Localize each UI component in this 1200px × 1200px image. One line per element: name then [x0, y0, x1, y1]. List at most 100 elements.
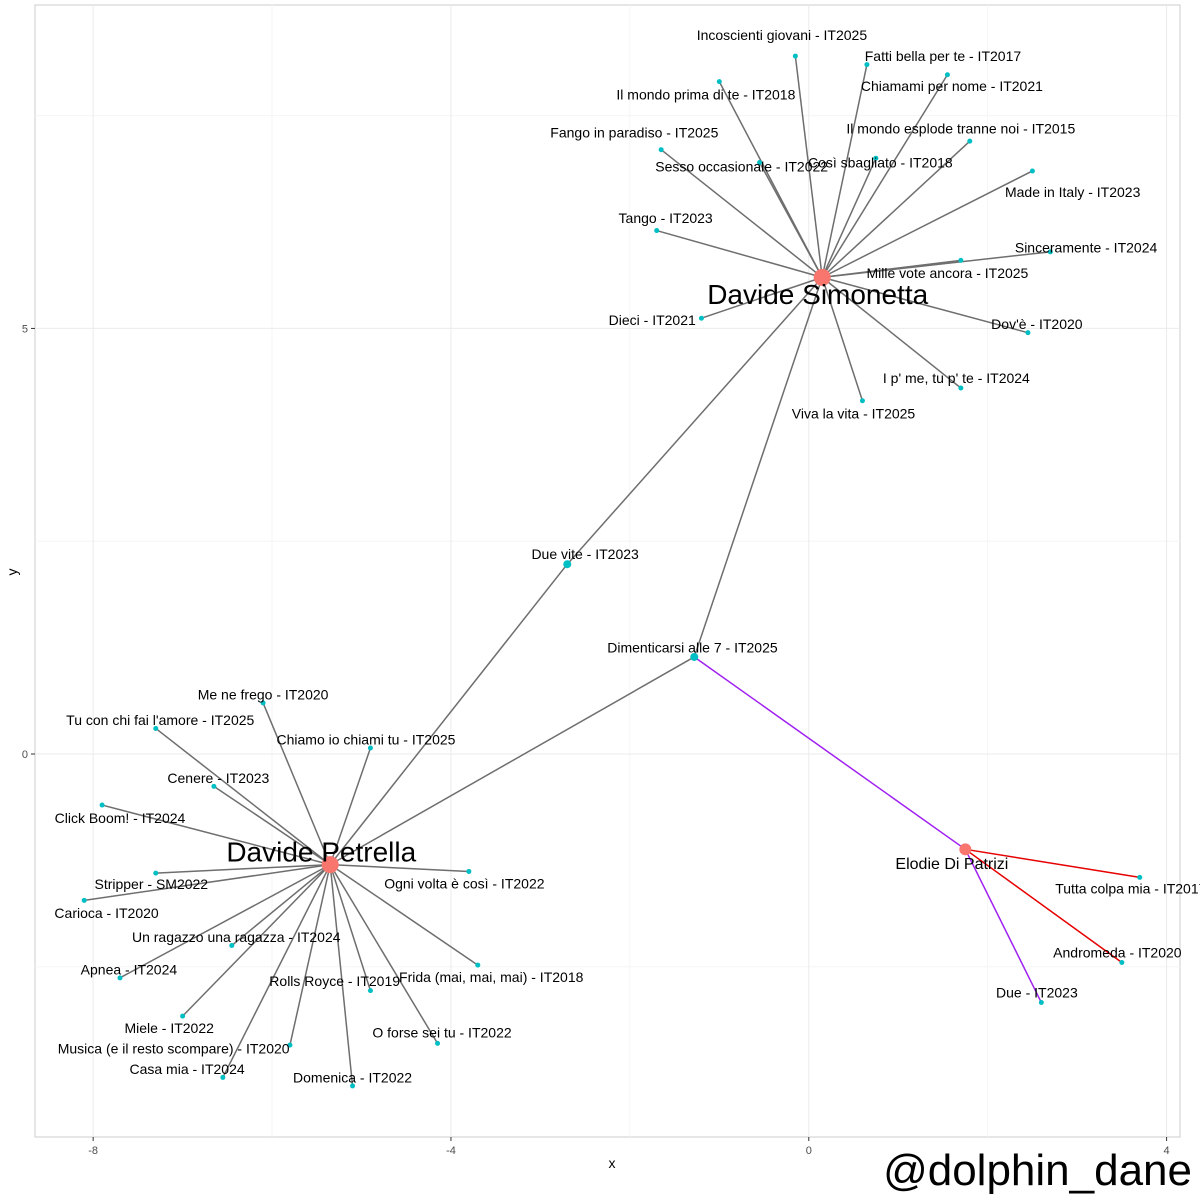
label-s8: Così sbagliato - IT2018 [808, 154, 953, 170]
node-s2 [864, 62, 870, 68]
edge-ds-s4 [821, 74, 949, 278]
node-ds [813, 268, 831, 286]
edge-dp-s21 [329, 747, 372, 865]
x-tick-label: -4 [446, 1145, 456, 1157]
node-s23 [99, 802, 105, 808]
label-s16: Viva la vita - IT2025 [792, 406, 916, 422]
edge-ds-s1 [794, 55, 823, 278]
node-s26 [81, 897, 87, 903]
label-s34: Casa mia - IT2024 [129, 1061, 244, 1077]
axes: -8 -4 0 4 0 5 [22, 323, 1170, 1157]
edge-dp-s24 [330, 863, 469, 873]
edge-ed-s36 [965, 848, 1140, 879]
label-s22: Cenere - IT2023 [167, 770, 269, 786]
node-s1 [792, 53, 798, 59]
edge-ed-s38 [964, 848, 1043, 1003]
edge-dp-s25 [155, 863, 331, 874]
edge-dp-s27 [231, 864, 331, 947]
edge-dp-s32 [289, 864, 331, 1046]
node-s30 [367, 988, 373, 994]
node-s8 [873, 155, 879, 161]
label-s18: Dimenticarsi alle 7 - IT2025 [607, 640, 778, 656]
node-s17 [563, 560, 572, 569]
label-s13: Dieci - IT2021 [609, 312, 696, 328]
edge-ds-s17 [566, 276, 823, 565]
edge-dp-s30 [329, 864, 372, 991]
label-s2: Fatti bella per te - IT2017 [865, 48, 1022, 64]
node-s7 [757, 159, 763, 165]
edge-ds-s13 [701, 276, 823, 319]
edge-dp-s19 [262, 702, 331, 865]
node-s4 [944, 72, 950, 78]
label-s23: Click Boom! - IT2024 [55, 810, 186, 826]
watermark: @dolphin_dane [883, 1146, 1192, 1195]
label-s10: Tango - IT2023 [619, 210, 713, 226]
edge-dp-s28 [119, 863, 331, 979]
node-s16 [859, 398, 865, 404]
node-s14 [1025, 330, 1031, 336]
node-s20 [153, 725, 159, 731]
label-ed: Elodie Di Patrizi [895, 856, 1008, 873]
label-s37: Andromeda - IT2020 [1053, 944, 1182, 960]
edge-dp-s20 [155, 727, 331, 866]
node-dp [321, 856, 339, 874]
node-s28 [117, 975, 123, 981]
node-s22 [211, 783, 217, 789]
node-s29 [475, 962, 481, 968]
label-dp: Davide Petrella [226, 836, 416, 867]
node-s21 [367, 745, 373, 751]
edge-dp-s33 [329, 864, 439, 1044]
edge-dp-s26 [84, 863, 331, 902]
edges [84, 55, 1140, 1087]
label-s33: O forse sei tu - IT2022 [372, 1024, 511, 1040]
label-s5: Fango in paradiso - IT2025 [550, 125, 718, 141]
edge-ds-s9 [821, 170, 1033, 279]
label-ds: Davide Simonetta [707, 279, 928, 310]
edge-dp-s23 [101, 804, 331, 866]
node-s38 [1038, 1000, 1044, 1006]
edge-ds-s18 [693, 277, 823, 658]
label-s21: Chiamo io chiami tu - IT2025 [276, 732, 455, 748]
label-s14: Dov'è - IT2020 [991, 316, 1083, 332]
node-s31 [180, 1013, 186, 1019]
edge-ds-s14 [821, 276, 1029, 334]
x-tick-label: 4 [1164, 1145, 1170, 1157]
label-s6: Il mondo esplode tranne noi - IT2015 [846, 120, 1075, 136]
grid-lines [35, 5, 1180, 1137]
edge-ds-s7 [758, 162, 823, 278]
label-s15: I p' me, tu p' te - IT2024 [883, 370, 1030, 386]
node-ed [959, 843, 972, 856]
x-tick-label: 0 [806, 1145, 812, 1157]
node-s33 [435, 1040, 441, 1046]
node-s5 [658, 147, 664, 153]
edge-ds-s2 [821, 64, 868, 278]
label-s35: Domenica - IT2022 [293, 1069, 412, 1085]
label-s20: Tu con chi fai l'amore - IT2025 [66, 712, 254, 728]
node-s25 [153, 870, 159, 876]
label-s1: Incoscienti giovani - IT2025 [697, 27, 868, 43]
label-s27: Un ragazzo una ragazza - IT2024 [132, 929, 341, 945]
node-s13 [698, 315, 704, 321]
y-axis-title: y [4, 569, 20, 576]
edge-ds-s16 [821, 277, 864, 402]
label-s7: Sesso occasionale - IT2022 [655, 159, 828, 175]
label-s19: Me ne frego - IT2020 [198, 686, 329, 702]
label-s3: Il mondo prima di te - IT2018 [616, 86, 795, 102]
label-s28: Apnea - IT2024 [81, 961, 178, 977]
label-s17: Due vite - IT2023 [531, 546, 639, 562]
label-s38: Due - IT2023 [996, 984, 1078, 1000]
edge-ds-s5 [660, 149, 823, 278]
edge-ds-s8 [821, 157, 877, 278]
nodes [81, 53, 1143, 1089]
edge-ds-s6 [821, 140, 971, 278]
node-s11 [1047, 249, 1053, 255]
node-s12 [958, 257, 964, 263]
edge-dp-s29 [329, 864, 479, 966]
edge-dp-s17 [329, 563, 568, 866]
x-tick-label: -8 [88, 1145, 98, 1157]
edge-ed-s37 [964, 848, 1123, 964]
node-s36 [1137, 874, 1143, 880]
label-s31: Miele - IT2022 [124, 1020, 214, 1036]
label-s11: Sinceramente - IT2024 [1015, 240, 1158, 256]
label-s25: Stripper - SM2022 [94, 876, 208, 892]
